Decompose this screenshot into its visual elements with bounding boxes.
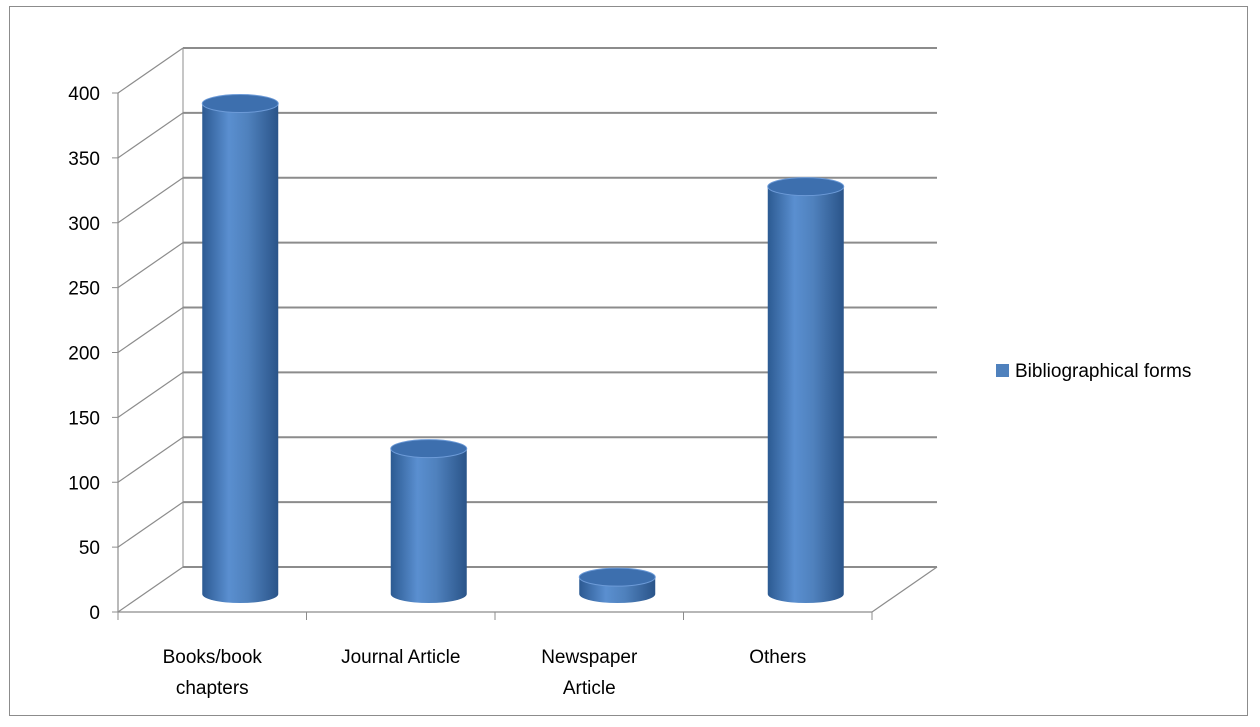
- side-gridline: [117, 436, 184, 483]
- x-category-label: Others: [749, 647, 806, 668]
- bar: [201, 94, 279, 604]
- x-category-label: Journal Article: [341, 647, 460, 668]
- legend-label: Bibliographical forms: [1015, 361, 1191, 382]
- label-layer: 0 50 100 150 200 250 300 350 400 Books/book chapte…: [68, 84, 806, 699]
- side-gridline: [117, 501, 184, 548]
- x-category-label: Article: [563, 678, 616, 699]
- y-tick-label: 100: [68, 473, 100, 494]
- y-tick-label: 150: [68, 408, 100, 429]
- legend-swatch: [996, 364, 1009, 377]
- side-gridline: [117, 371, 184, 418]
- bar-body: [202, 103, 279, 604]
- bar-body: [390, 448, 467, 603]
- bar-top: [767, 177, 845, 197]
- side-gridline: [117, 47, 184, 94]
- y-tick-label: 300: [68, 214, 100, 235]
- bar-layer: [201, 94, 845, 604]
- bar-top: [390, 439, 468, 459]
- axis-layer: [112, 48, 873, 620]
- bar: [390, 439, 468, 603]
- y-tick-label: 50: [79, 538, 100, 559]
- y-tick-label: 200: [68, 344, 100, 365]
- side-gridline: [117, 242, 184, 289]
- bar: [578, 567, 656, 603]
- side-gridline: [117, 566, 184, 613]
- side-gridline: [117, 177, 184, 224]
- x-category-label: Newspaper: [541, 647, 638, 668]
- y-tick-label: 250: [68, 279, 100, 300]
- bar-top: [201, 94, 279, 114]
- legend: Bibliographical forms: [996, 361, 1191, 382]
- side-gridline: [117, 307, 184, 353]
- side-gridline: [117, 112, 184, 159]
- bar-body: [767, 186, 844, 603]
- y-tick-label: 350: [68, 149, 100, 170]
- bar-top: [578, 567, 656, 587]
- x-category-label: Books/book: [163, 647, 263, 668]
- x-category-label: chapters: [176, 678, 249, 699]
- y-tick-label: 0: [89, 603, 100, 624]
- y-tick-label: 400: [68, 84, 100, 105]
- floor-right-edge: [871, 566, 938, 613]
- bar: [767, 177, 845, 603]
